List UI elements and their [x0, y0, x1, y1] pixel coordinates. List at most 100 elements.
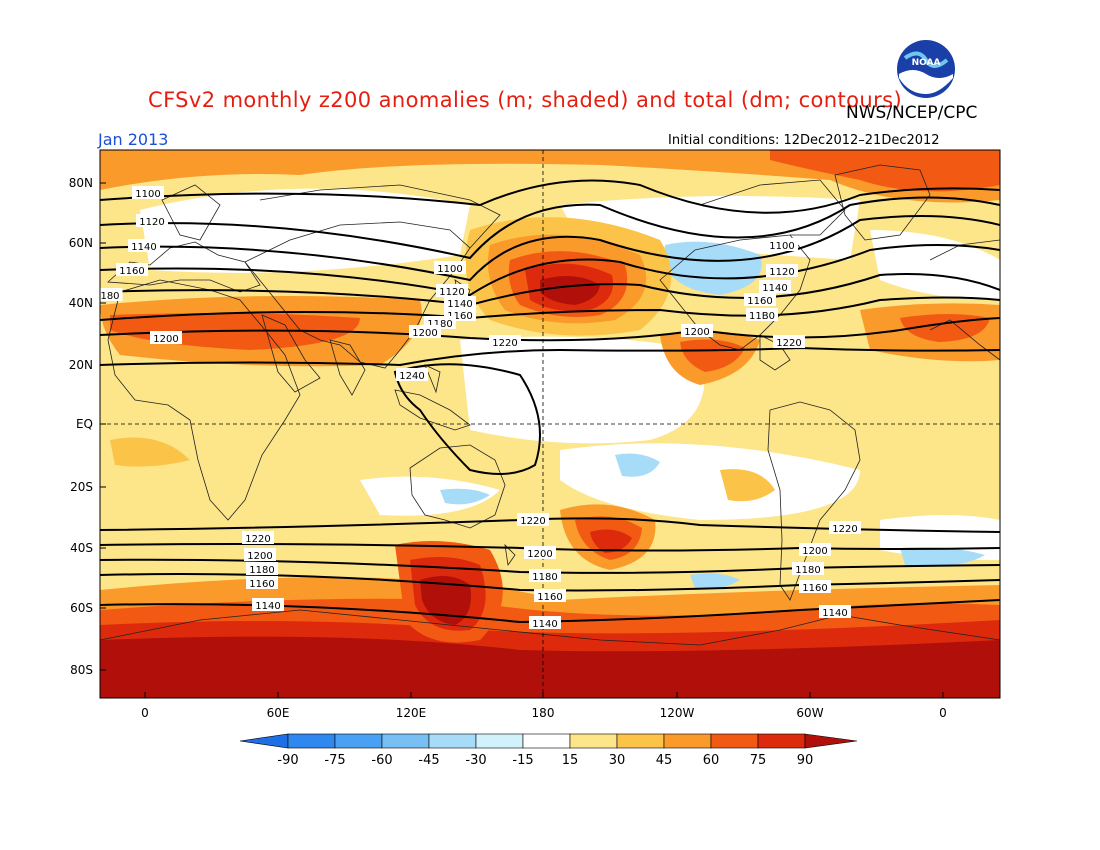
plot-title: CFSv2 monthly z200 anomalies (m; shaded)… [148, 88, 903, 112]
latitude-label: 80S [70, 663, 93, 677]
contour-label: 1120 [769, 267, 794, 278]
contour-label: 1200 [412, 328, 437, 339]
contour-label: 1140 [255, 601, 280, 612]
colorbar-tick-label: -45 [418, 753, 439, 768]
contour-label: 1220 [492, 338, 517, 349]
month-label: Jan 2013 [98, 130, 169, 149]
contour-label: 1140 [532, 619, 557, 630]
contour-label: 1140 [447, 299, 472, 310]
contour-label: 1100 [769, 241, 794, 252]
contour-label-bg [246, 576, 278, 589]
colorbar-segment [616, 733, 665, 749]
height-contour [100, 179, 1000, 214]
contour-label-bg [436, 284, 468, 297]
anomaly-region-pos60 [770, 150, 1000, 192]
longitude-label: 0 [141, 706, 149, 720]
longitude-label: 60E [267, 706, 290, 720]
contour-label-bg [100, 288, 123, 301]
contour-label-bg [246, 562, 278, 575]
anomaly-region-pos90 [420, 576, 471, 625]
contour-label-bg [489, 335, 521, 348]
latitude-label: 60N [69, 236, 93, 250]
colorbar-tick-label: -75 [324, 753, 345, 768]
contour-label: 1160 [447, 311, 472, 322]
contour-label-bg [524, 546, 556, 559]
contour-label-bg [150, 331, 182, 344]
colorbar-segment [334, 733, 383, 749]
height-contour [100, 558, 1000, 574]
anomaly-region-neg15 [360, 476, 500, 516]
contour-labels: 1100112011401160180120011001120114011601… [100, 186, 861, 630]
contour-label-bg [799, 543, 831, 556]
latitude-label: EQ [76, 417, 93, 431]
height-contour [100, 196, 1000, 260]
contour-label: 1220 [832, 524, 857, 535]
height-contour [100, 215, 1000, 282]
colorbar-left-arrow [239, 733, 289, 749]
contour-label: 1140 [131, 242, 156, 253]
contour-label-bg [746, 308, 778, 321]
contour-label: 1100 [437, 264, 462, 275]
colorbar-tick-label: -15 [512, 753, 533, 768]
contour-label-bg [799, 580, 831, 593]
colorbar-tick-label: 30 [609, 753, 626, 768]
contour-label-bg [128, 239, 160, 252]
longitude-label: 60W [796, 706, 823, 720]
contour-label-bg [819, 605, 851, 618]
colorbar-tick-label: -30 [465, 753, 486, 768]
anomaly-region-pos30 [720, 469, 775, 502]
contour-label: 1100 [135, 189, 160, 200]
height-contour [393, 363, 541, 475]
height-contour [100, 346, 1000, 367]
colorbar-tick-label: 60 [703, 753, 720, 768]
contour-label: 1160 [119, 266, 144, 277]
height-contour [100, 573, 1000, 592]
contour-label: 1120 [139, 217, 164, 228]
colorbar-tick-label: -90 [277, 753, 298, 768]
longitude-label: 120E [396, 706, 427, 720]
axis-labels: 80N 60N 40N 20N EQ 20S 40S 60S 80S 0 60E 120E 180 120… [69, 176, 947, 720]
contour-label-bg [242, 531, 274, 544]
colorbar-tick-label: 15 [562, 753, 579, 768]
contour-label-bg [773, 335, 805, 348]
contour-label-bg [116, 263, 148, 276]
latitude-label: 40N [69, 296, 93, 310]
contour-label-bg [766, 264, 798, 277]
contour-label-bg [132, 186, 164, 199]
latitude-label: 60S [70, 601, 93, 615]
contour-label: 1160 [747, 296, 772, 307]
colorbar-segment [757, 733, 806, 749]
longitude-label: 120W [660, 706, 695, 720]
contour-label: 1220 [776, 338, 801, 349]
contour-label-bg [529, 616, 561, 629]
contour-label-bg [529, 569, 561, 582]
contour-label: 11B0 [749, 311, 775, 322]
coastlines [100, 164, 1000, 646]
anomaly-region-pos45 [100, 150, 1000, 203]
latitude-label: 20N [69, 358, 93, 372]
colorbar-segment [287, 733, 336, 749]
contour-label-bg [444, 296, 476, 309]
colorbar-segment [428, 733, 477, 749]
anomaly-region-neg30 [900, 547, 985, 567]
anomaly-region-pos90 [540, 276, 600, 305]
colorbar-tick-label: -60 [371, 753, 392, 768]
contour-label: 1160 [802, 583, 827, 594]
contour-label: 1240 [399, 371, 424, 382]
contour-label-bg [744, 293, 776, 306]
noaa-logo: NOAA [895, 38, 957, 100]
organization-label: NWS/NCEP/CPC [846, 103, 978, 123]
contour-label: 180 [100, 291, 119, 302]
latitude-label: 40S [70, 541, 93, 555]
anomaly-region-pos60 [680, 339, 745, 372]
contour-label-bg [766, 238, 798, 251]
longitude-label: 0 [939, 706, 947, 720]
contour-label: 1200 [684, 327, 709, 338]
contour-label-bg [792, 562, 824, 575]
longitude-label: 180 [532, 706, 555, 720]
logo-text: NOAA [912, 58, 941, 68]
contour-label-bg [396, 368, 428, 381]
contour-label-bg [829, 521, 861, 534]
